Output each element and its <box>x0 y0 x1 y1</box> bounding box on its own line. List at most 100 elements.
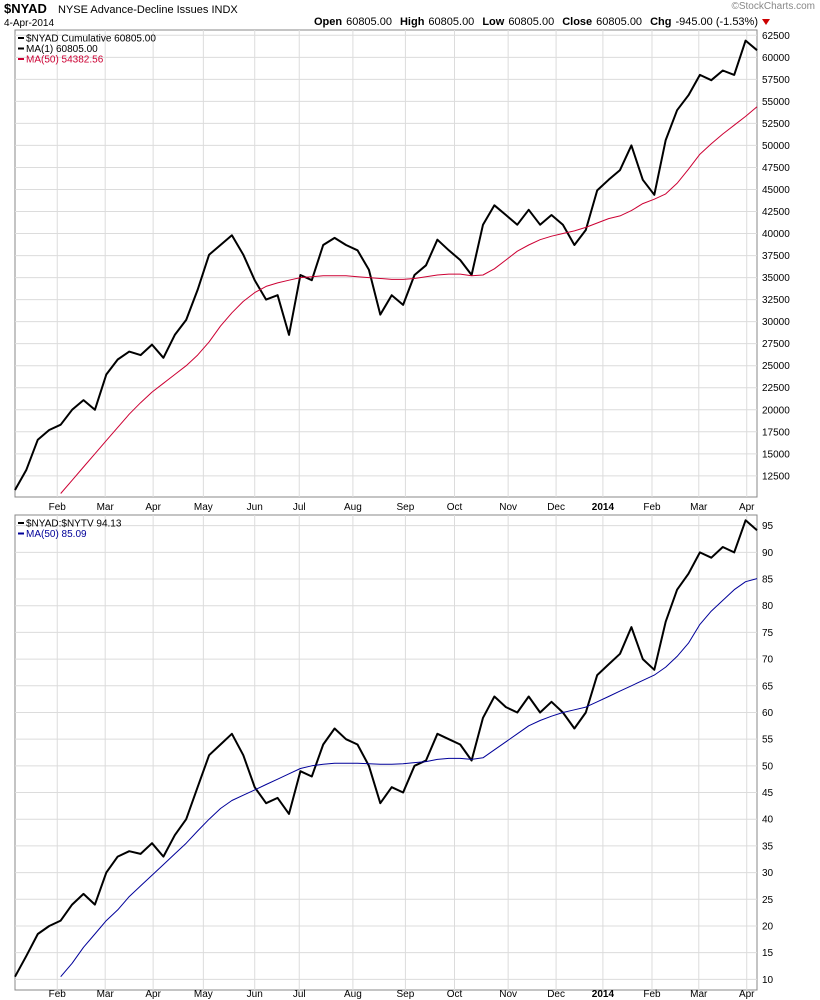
y-tick-label: 62500 <box>762 31 790 42</box>
down-arrow <box>762 19 770 25</box>
x-tick-label: Feb <box>49 502 67 513</box>
series-line <box>60 106 758 494</box>
y-tick-label: 30 <box>762 868 774 879</box>
y-tick-label: 50000 <box>762 141 790 152</box>
x-tick-label: Apr <box>739 989 755 1000</box>
y-tick-label: 32500 <box>762 295 790 306</box>
x-tick-label: May <box>194 989 213 1000</box>
y-tick-label: 57500 <box>762 75 790 86</box>
x-tick-label: Feb <box>643 502 661 513</box>
quote: Open 60805.00 High 60805.00 Low 60805.00 Close… <box>314 16 758 28</box>
y-tick-label: 50 <box>762 761 774 772</box>
x-tick-label: Feb <box>643 989 661 1000</box>
y-tick-label: 52500 <box>762 119 790 130</box>
date: 4-Apr-2014 <box>4 18 54 29</box>
x-tick-label: Mar <box>97 989 115 1000</box>
y-tick-label: 45000 <box>762 185 790 196</box>
quote-value: -945.00 (-1.53%) <box>675 16 758 28</box>
x-tick-label: Mar <box>97 502 115 513</box>
x-tick-label: Aug <box>344 502 362 513</box>
series-line <box>14 40 758 491</box>
x-tick-label: Mar <box>690 989 708 1000</box>
y-tick-label: 75 <box>762 628 774 639</box>
legend-label: $NYAD Cumulative 60805.00 <box>26 34 156 45</box>
y-tick-label: 40000 <box>762 229 790 240</box>
plot-frame <box>14 514 758 991</box>
x-tick-label: Nov <box>499 989 517 1000</box>
y-tick-label: 20000 <box>762 405 790 416</box>
x-tick-label: Nov <box>499 502 517 513</box>
x-tick-label: Apr <box>145 989 161 1000</box>
y-tick-label: 95 <box>762 521 774 532</box>
y-tick-label: 85 <box>762 575 774 586</box>
y-tick-label: 15000 <box>762 449 790 460</box>
y-tick-label: 10 <box>762 975 774 986</box>
quote-value: 60805.00 <box>596 16 642 28</box>
x-tick-label: 2014 <box>592 502 615 513</box>
quote-label: Low <box>482 16 504 28</box>
quote-value: 60805.00 <box>428 16 474 28</box>
y-tick-label: 55 <box>762 735 774 746</box>
x-tick-label: Oct <box>447 989 463 1000</box>
y-tick-label: 35000 <box>762 273 790 284</box>
quote-label: Close <box>562 16 592 28</box>
x-tick-label: Dec <box>547 502 565 513</box>
header-title: NYSE Advance-Decline Issues INDX <box>58 4 238 16</box>
y-tick-label: 60 <box>762 708 774 719</box>
x-tick-label: Feb <box>49 989 67 1000</box>
x-tick-label: Jun <box>247 989 263 1000</box>
series-line <box>14 519 758 978</box>
x-tick-label: Sep <box>397 502 415 513</box>
legend-label: MA(1) 60805.00 <box>26 44 98 55</box>
y-tick-label: 25 <box>762 895 774 906</box>
quote-value: 60805.00 <box>346 16 392 28</box>
x-tick-label: Jul <box>293 989 306 1000</box>
x-tick-label: Oct <box>447 502 463 513</box>
y-tick-label: 47500 <box>762 163 790 174</box>
y-tick-label: 60000 <box>762 53 790 64</box>
quote-value: 60805.00 <box>508 16 554 28</box>
series-line <box>14 39 758 491</box>
y-tick-label: 42500 <box>762 207 790 218</box>
x-tick-label: Apr <box>739 502 755 513</box>
y-tick-label: 22500 <box>762 383 790 394</box>
x-tick-label: 2014 <box>592 989 615 1000</box>
y-tick-label: 55000 <box>762 97 790 108</box>
x-tick-label: Jul <box>293 502 306 513</box>
credit: ©StockCharts.com <box>731 1 815 12</box>
y-tick-label: 65 <box>762 681 774 692</box>
y-tick-label: 17500 <box>762 427 790 438</box>
y-tick-label: 30000 <box>762 317 790 328</box>
series-line <box>60 578 758 978</box>
y-tick-label: 37500 <box>762 251 790 262</box>
y-tick-label: 70 <box>762 655 774 666</box>
symbol: $NYAD <box>4 1 47 16</box>
y-tick-label: 20 <box>762 921 774 932</box>
legend-label: MA(50) 54382.56 <box>26 55 104 66</box>
y-tick-label: 80 <box>762 601 774 612</box>
legend-label: $NYAD:$NYTV 94.13 <box>26 519 122 530</box>
y-tick-label: 45 <box>762 788 774 799</box>
y-tick-label: 40 <box>762 815 774 826</box>
quote-label: Open <box>314 16 342 28</box>
x-tick-label: Sep <box>397 989 415 1000</box>
x-tick-label: Dec <box>547 989 565 1000</box>
y-tick-label: 12500 <box>762 471 790 482</box>
y-tick-label: 90 <box>762 548 774 559</box>
legend-label: MA(50) 85.09 <box>26 529 87 540</box>
y-tick-label: 15 <box>762 948 774 959</box>
instrument-name: NYSE Advance-Decline Issues <box>58 4 209 16</box>
x-tick-label: May <box>194 502 213 513</box>
y-tick-label: 27500 <box>762 339 790 350</box>
y-tick-label: 25000 <box>762 361 790 372</box>
x-tick-label: Jun <box>247 502 263 513</box>
quote-label: High <box>400 16 425 28</box>
x-tick-label: Mar <box>690 502 708 513</box>
x-tick-label: Aug <box>344 989 362 1000</box>
quote-label: Chg <box>650 16 671 28</box>
y-tick-label: 35 <box>762 841 774 852</box>
exchange: INDX <box>211 4 238 16</box>
x-tick-label: Apr <box>145 502 161 513</box>
plot-frame <box>14 29 758 498</box>
